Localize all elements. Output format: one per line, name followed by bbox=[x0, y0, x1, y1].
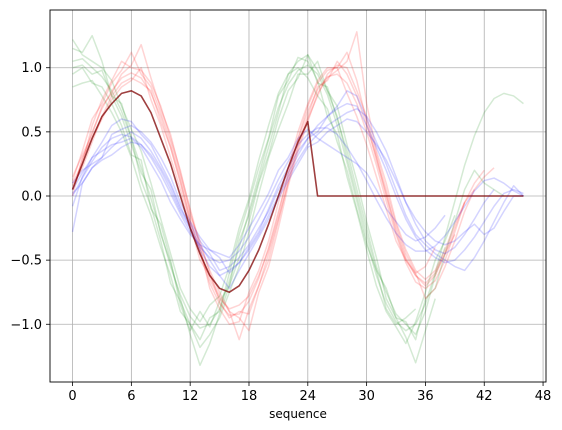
x-tick-label-4: 24 bbox=[300, 389, 317, 404]
y-tick-label-3: 0.5 bbox=[21, 125, 42, 140]
prediction-line bbox=[71, 90, 524, 294]
grid bbox=[50, 10, 546, 382]
series-line-red-10 bbox=[71, 51, 456, 310]
series-lines bbox=[71, 31, 524, 367]
series-line-green-5 bbox=[72, 54, 505, 367]
y-tick-label-1: −0.5 bbox=[10, 254, 42, 269]
series-line-blue-17 bbox=[72, 118, 524, 290]
series-line-red-11 bbox=[71, 31, 476, 332]
x-tick-label-3: 18 bbox=[241, 389, 258, 404]
y-tick-label-2: 0.0 bbox=[21, 190, 42, 205]
x-tick-label-7: 42 bbox=[476, 389, 493, 404]
y-tick-label-4: 1.0 bbox=[21, 61, 42, 76]
x-tick-label-6: 36 bbox=[417, 389, 434, 404]
series-line-blue-12 bbox=[71, 127, 524, 264]
series-line-green-0 bbox=[72, 57, 524, 332]
series-line-green-2 bbox=[72, 54, 446, 336]
axis-ticks: 0 6 12 18 24 30 36 42 48 −1.0 −0.5 0.0 0.5 1.0 bbox=[10, 61, 551, 404]
series-line-green-1 bbox=[72, 34, 456, 345]
series-line-red-8 bbox=[71, 64, 495, 341]
series-line-green-4 bbox=[71, 39, 417, 326]
series-line-blue-14 bbox=[71, 128, 446, 259]
series-line-overlay-18 bbox=[71, 90, 524, 294]
series-line-red-6 bbox=[71, 72, 485, 317]
series-line-blue-16 bbox=[71, 108, 495, 277]
x-tick-label-0: 0 bbox=[68, 389, 76, 404]
series-line-green-3 bbox=[72, 60, 436, 364]
y-tick-label-0: −1.0 bbox=[10, 318, 42, 333]
x-tick-label-2: 12 bbox=[182, 389, 199, 404]
series-line-blue-13 bbox=[71, 90, 524, 274]
x-tick-label-5: 30 bbox=[358, 389, 375, 404]
series-line-blue-15 bbox=[71, 102, 524, 272]
x-axis-label: sequence bbox=[269, 407, 327, 421]
series-line-red-7 bbox=[71, 60, 436, 326]
series-line-red-9 bbox=[71, 51, 466, 319]
x-tick-label-8: 48 bbox=[535, 389, 552, 404]
x-tick-label-1: 6 bbox=[127, 389, 135, 404]
